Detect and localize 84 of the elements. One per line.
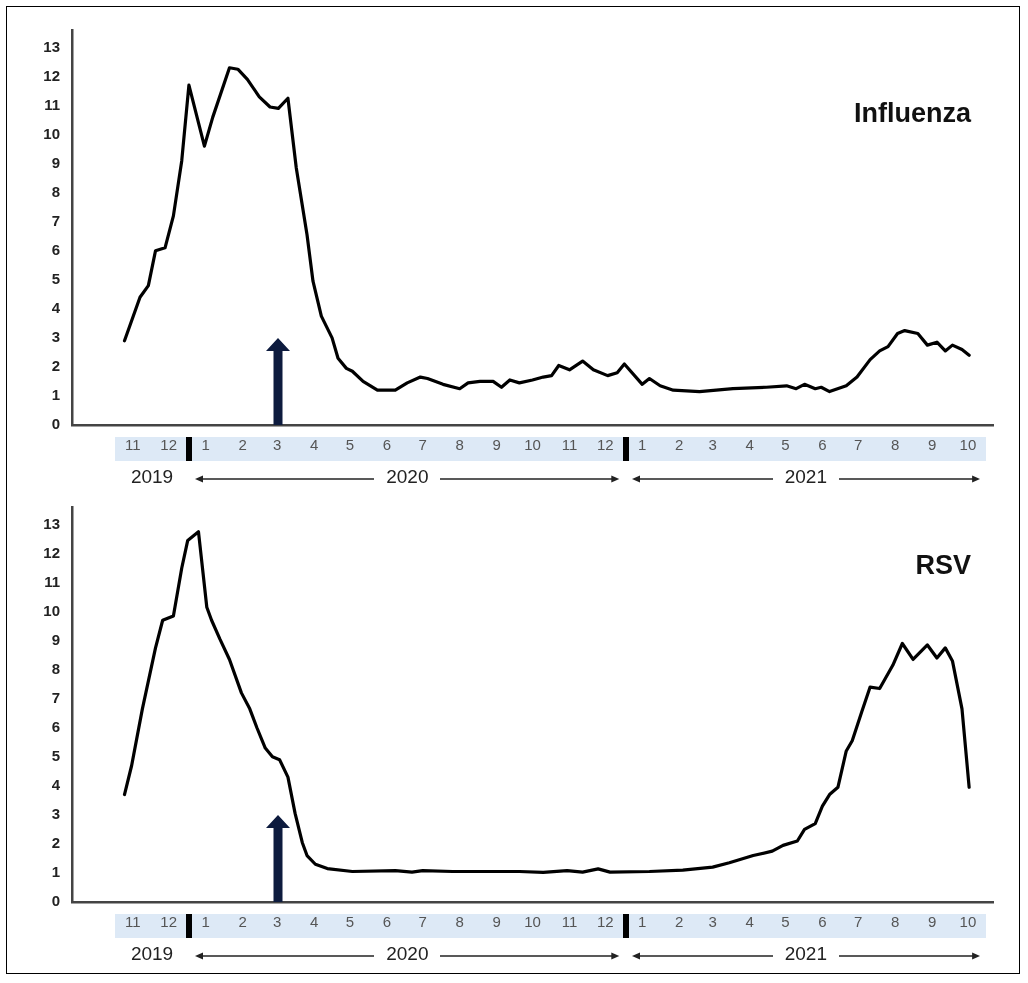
x-tick-label: 2	[675, 913, 684, 931]
y-tick-label: 2	[51, 834, 60, 852]
x-tick-label: 6	[382, 913, 392, 931]
y-tick-label: 8	[51, 182, 60, 200]
x-tick-label: 8	[455, 436, 464, 454]
x-tick-label: 9	[927, 913, 937, 931]
y-tick-label: 12	[43, 66, 60, 84]
y-tick-label: 1	[51, 386, 60, 404]
x-tick-label: 10	[959, 913, 977, 931]
y-tick-label: 2	[51, 357, 60, 375]
text: 2020	[386, 943, 429, 965]
x-tick-label: 4	[310, 913, 319, 931]
x-tick-label: 1	[638, 436, 647, 454]
x-tick-label: 5	[345, 913, 355, 931]
y-tick-label: 5	[51, 746, 60, 764]
x-tick-label: 7	[418, 913, 427, 931]
x-tick-label: 2	[238, 436, 247, 454]
x-tick-label: 8	[891, 913, 900, 931]
x-tick-label: 8	[455, 913, 464, 931]
x-tick-label: 5	[781, 436, 790, 454]
x-tick-label: 12	[160, 913, 177, 931]
x-tick-label: 6	[382, 436, 392, 454]
x-tick-label: 9	[492, 436, 501, 454]
x-tick-label: 4	[310, 436, 319, 454]
x-tick-label: 9	[927, 436, 937, 454]
text: 2020	[386, 466, 429, 488]
x-tick-label: 12	[596, 913, 614, 931]
y-tick-label: 11	[44, 572, 60, 590]
y-tick-label: 13	[43, 37, 60, 55]
x-tick-label: 11	[561, 913, 578, 931]
x-tick-label: 5	[781, 913, 790, 931]
y-tick-label: 8	[51, 659, 60, 677]
x-tick-label: 12	[596, 436, 614, 454]
y-tick-label: 6	[51, 717, 60, 735]
y-tick-label: 6	[51, 240, 60, 258]
y-tick-label: 7	[51, 688, 60, 706]
y-tick-label: 3	[51, 328, 60, 346]
y-tick-label: 11	[44, 95, 60, 113]
y-tick-label: 12	[43, 543, 60, 561]
x-tick-label: 1	[638, 913, 647, 931]
y-tick-label: 13	[43, 514, 60, 532]
x-tick-label: 9	[492, 913, 501, 931]
text: RSV	[915, 550, 971, 580]
y-tick-label: 10	[43, 124, 60, 142]
text: 2019	[130, 943, 174, 965]
y-tick-label: 4	[51, 298, 61, 316]
x-tick-label: 7	[854, 436, 863, 454]
x-tick-label: 1	[201, 913, 210, 931]
x-tick-label: 11	[125, 436, 141, 454]
x-tick-label: 11	[561, 436, 578, 454]
y-tick-label: 1	[51, 863, 60, 881]
x-tick-label: 4	[745, 913, 754, 931]
x-tick-label: 11	[125, 913, 141, 931]
x-tick-label: 7	[418, 436, 427, 454]
x-tick-label: 4	[745, 436, 754, 454]
x-tick-label: 10	[524, 913, 541, 931]
x-tick-label: 2	[675, 436, 684, 454]
y-tick-label: 0	[51, 892, 60, 910]
x-tick-label: 10	[959, 436, 977, 454]
x-tick-label: 10	[524, 436, 541, 454]
x-tick-label: 1	[201, 436, 210, 454]
x-tick-label: 3	[708, 436, 717, 454]
text: Influenza	[853, 98, 972, 128]
x-tick-label: 7	[854, 913, 863, 931]
x-tick-label: 2	[238, 913, 247, 931]
text: 2021	[784, 943, 827, 965]
y-tick-label: 9	[51, 630, 60, 648]
text: 2019	[130, 466, 174, 488]
y-tick-label: 3	[51, 805, 60, 823]
x-tick-label: 6	[818, 913, 827, 931]
y-tick-label: 7	[51, 211, 60, 229]
x-tick-label: 6	[818, 436, 827, 454]
x-tick-label: 3	[273, 436, 282, 454]
text: 2021	[784, 466, 827, 488]
x-tick-label: 3	[708, 913, 717, 931]
y-tick-label: 10	[43, 601, 60, 619]
y-tick-label: 9	[51, 153, 60, 171]
y-tick-label: 4	[51, 775, 61, 793]
x-tick-label: 8	[891, 436, 900, 454]
x-tick-label: 5	[345, 436, 355, 454]
x-tick-label: 12	[160, 436, 177, 454]
y-tick-label: 5	[51, 269, 60, 287]
x-tick-label: 3	[273, 913, 282, 931]
y-tick-label: 0	[51, 415, 60, 433]
